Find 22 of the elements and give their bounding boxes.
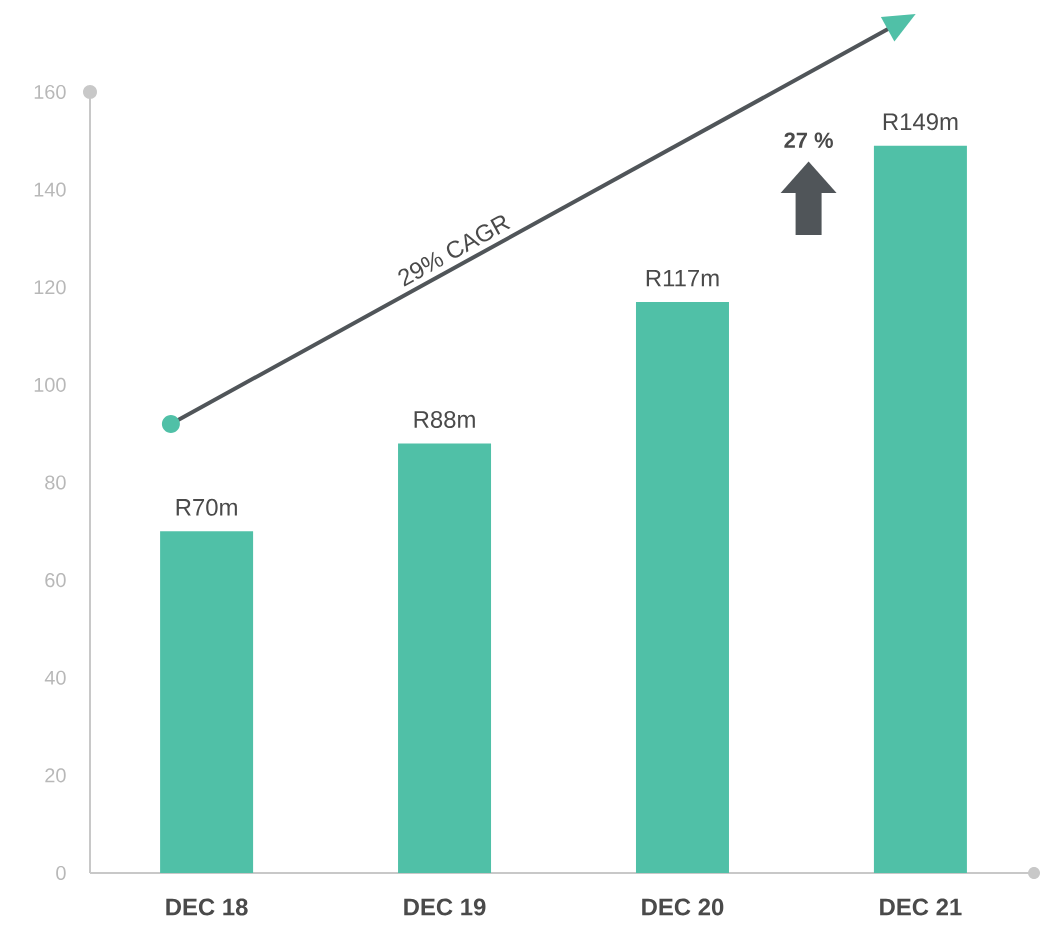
bar [635, 301, 729, 873]
x-tick-label: DEC 20 [642, 898, 724, 916]
y-tick-label: 80 [45, 475, 66, 490]
x-tick-label: DEC 18 [166, 898, 248, 916]
y-tick-label: 140 [34, 182, 66, 197]
y-tick-label: 0 [56, 865, 66, 881]
y-tick-label: 100 [34, 377, 66, 392]
x-tick-label: DEC 21 [880, 898, 962, 916]
y-tick-label: 120 [34, 280, 66, 295]
bar [160, 531, 254, 873]
y-tick-label: 20 [45, 768, 66, 783]
y-tick-label: 160 [34, 84, 66, 100]
annotation: 27 % [784, 132, 833, 148]
y-tick-label: 60 [45, 573, 66, 588]
data-label: R88m [414, 411, 475, 428]
data-label: R149m [883, 113, 958, 131]
data-label: R117m [646, 269, 719, 287]
bar [873, 145, 967, 873]
x-tick-label: DEC 19 [404, 898, 486, 916]
bar [398, 443, 492, 873]
data-label: R70m [176, 498, 237, 516]
y-tick-label: 40 [44, 670, 66, 685]
